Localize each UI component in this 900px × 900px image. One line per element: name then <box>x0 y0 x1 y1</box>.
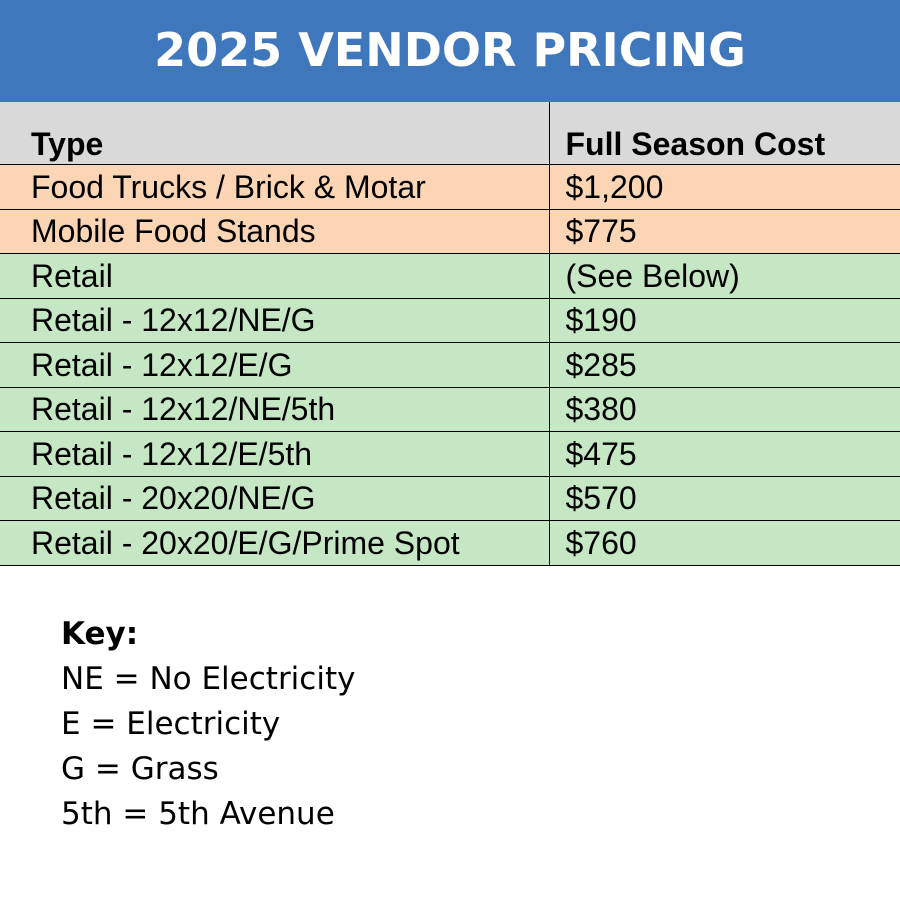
vendor-type-cell: Retail - 20x20/E/G/Prime Spot <box>0 520 549 566</box>
table-row: Mobile Food Stands $775 <box>0 209 900 254</box>
table-header-row: Type Full Season Cost <box>0 102 900 165</box>
season-cost-cell: $285 <box>548 342 900 388</box>
key-item: G = Grass <box>61 751 219 787</box>
vendor-type-cell: Retail - 12x12/E/G <box>0 342 549 388</box>
vendor-type-cell: Food Trucks / Brick & Motar <box>0 164 549 210</box>
season-cost-cell: $475 <box>548 431 900 477</box>
vendor-type-cell: Retail - 12x12/NE/5th <box>0 387 549 432</box>
vendor-type-cell: Retail - 20x20/NE/G <box>0 476 549 521</box>
vendor-type-cell: Retail - 12x12/NE/G <box>0 298 549 343</box>
vendor-type-cell: Retail - 12x12/E/5th <box>0 431 549 477</box>
pricing-table: Type Full Season Cost Food Trucks / Bric… <box>0 102 900 566</box>
table-row: Retail - 12x12/E/5th $475 <box>0 431 900 477</box>
table-row: Retail (See Below) <box>0 253 900 299</box>
season-cost-cell: (See Below) <box>548 253 900 299</box>
table-row: Retail - 12x12/E/G $285 <box>0 342 900 388</box>
season-cost-cell: $570 <box>548 476 900 521</box>
column-header-type: Type <box>0 102 549 165</box>
column-header-cost: Full Season Cost <box>548 102 900 165</box>
season-cost-cell: $775 <box>548 209 900 254</box>
key-item: NE = No Electricity <box>61 661 356 697</box>
title-banner: 2025 VENDOR PRICING <box>0 0 900 102</box>
table-row: Food Trucks / Brick & Motar $1,200 <box>0 164 900 210</box>
season-cost-cell: $190 <box>548 298 900 343</box>
season-cost-cell: $380 <box>548 387 900 432</box>
vendor-type-cell: Mobile Food Stands <box>0 209 549 254</box>
season-cost-cell: $1,200 <box>548 164 900 210</box>
key-item: 5th = 5th Avenue <box>61 796 335 832</box>
abbreviation-key: Key: NE = No Electricity E = Electricity… <box>61 612 355 837</box>
key-item: E = Electricity <box>61 706 281 742</box>
vendor-type-cell: Retail <box>0 253 549 299</box>
table-row: Retail - 12x12/NE/G $190 <box>0 298 900 343</box>
key-title: Key: <box>61 616 139 652</box>
table-row: Retail - 20x20/E/G/Prime Spot $760 <box>0 520 900 566</box>
season-cost-cell: $760 <box>548 520 900 566</box>
table-row: Retail - 20x20/NE/G $570 <box>0 476 900 521</box>
table-row: Retail - 12x12/NE/5th $380 <box>0 387 900 432</box>
page-title: 2025 VENDOR PRICING <box>154 23 746 77</box>
